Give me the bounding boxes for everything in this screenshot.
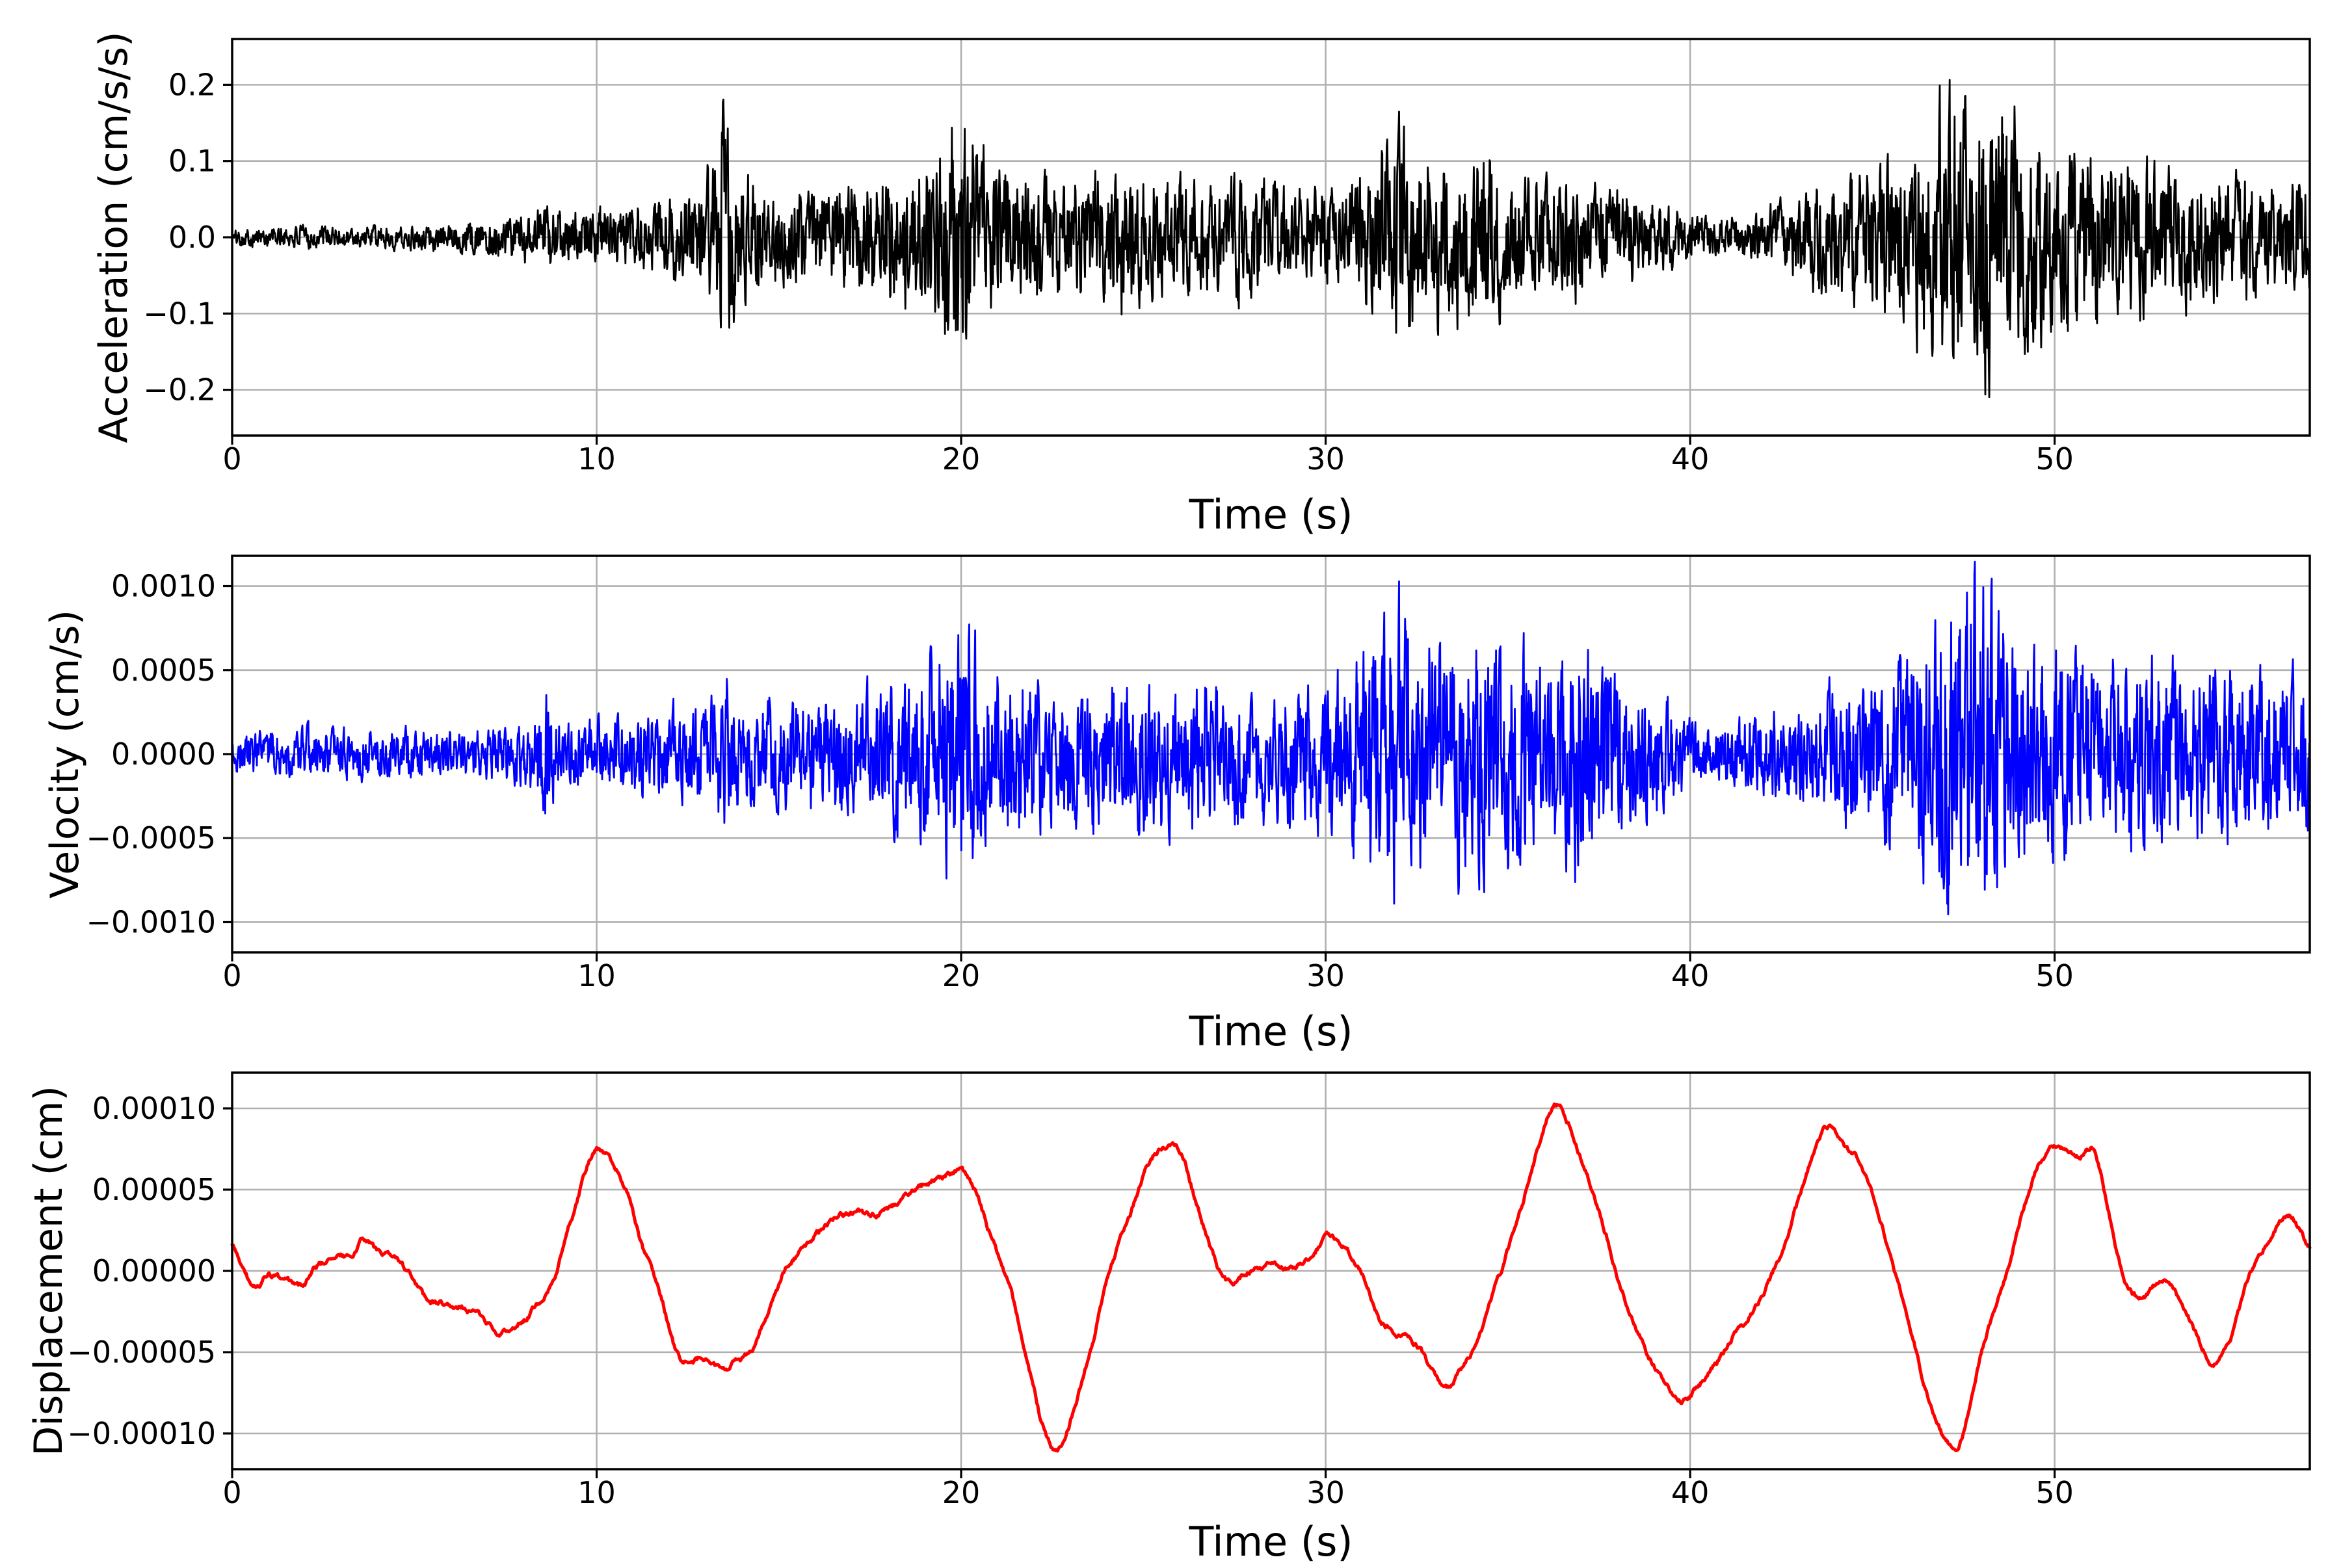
svg-text:−0.2: −0.2 [143, 372, 216, 408]
svg-text:0: 0 [222, 958, 241, 993]
svg-text:0.00000: 0.00000 [92, 1253, 216, 1288]
svg-text:10: 10 [577, 958, 616, 993]
velocity-chart: 0 10 20 30 40 50 0.0010 0.0005 0.0000 −0.0005 −0.0… [86, 555, 2311, 993]
svg-text:20: 20 [942, 958, 981, 993]
svg-text:40: 40 [1671, 441, 1710, 477]
svg-text:−0.1: −0.1 [143, 296, 216, 331]
svg-text:0.00010: 0.00010 [92, 1091, 216, 1126]
svg-text:0.0005: 0.0005 [111, 653, 216, 688]
svg-text:0.2: 0.2 [168, 67, 216, 102]
svg-text:30: 30 [1306, 441, 1345, 477]
svg-text:10: 10 [577, 441, 616, 477]
panel-acceleration: 0 10 20 30 40 50 0.2 0.1 0.0 −0.1 −0.2 Acceleratio… [0, 0, 2341, 549]
svg-text:0.00005: 0.00005 [92, 1172, 216, 1207]
svg-text:0.1: 0.1 [168, 144, 216, 179]
displacement-x-axis-label: Time (s) [1189, 1518, 1353, 1565]
svg-text:−0.0005: −0.0005 [86, 820, 217, 856]
acceleration-y-axis-label: Acceleration (cm/s/s) [91, 31, 137, 443]
panel-velocity: 0 10 20 30 40 50 0.0010 0.0005 0.0000 −0.0005 −0.0… [0, 549, 2341, 1066]
svg-text:20: 20 [942, 441, 981, 477]
svg-text:30: 30 [1306, 1475, 1345, 1510]
displacement-chart: 0 10 20 30 40 50 0.00010 0.00005 0.00000 −0.00005… [67, 1071, 2312, 1510]
svg-text:40: 40 [1671, 1475, 1710, 1510]
svg-text:0.0000: 0.0000 [111, 737, 216, 772]
svg-text:30: 30 [1306, 958, 1345, 993]
svg-text:0: 0 [222, 441, 241, 477]
velocity-x-axis-label: Time (s) [1189, 1008, 1353, 1055]
svg-text:40: 40 [1671, 958, 1710, 993]
svg-text:−0.00005: −0.00005 [67, 1335, 216, 1370]
svg-text:50: 50 [2035, 441, 2074, 477]
velocity-y-axis-label: Velocity (cm/s) [42, 609, 88, 899]
svg-text:−0.0010: −0.0010 [86, 904, 217, 939]
acceleration-x-axis-label: Time (s) [1189, 491, 1353, 538]
svg-text:−0.00010: −0.00010 [67, 1416, 216, 1451]
panel-displacement: 0 10 20 30 40 50 0.00010 0.00005 0.00000 −0.00005… [0, 1066, 2341, 1565]
svg-text:0.0: 0.0 [168, 220, 216, 255]
acceleration-chart: 0 10 20 30 40 50 0.2 0.1 0.0 −0.1 −0.2 [143, 38, 2311, 477]
svg-text:50: 50 [2035, 1475, 2074, 1510]
svg-text:10: 10 [577, 1475, 616, 1510]
displacement-y-axis-label: Displacement (cm) [26, 1086, 72, 1456]
svg-text:0: 0 [222, 1475, 241, 1510]
svg-text:0.0010: 0.0010 [111, 569, 216, 604]
svg-text:50: 50 [2035, 958, 2074, 993]
svg-text:20: 20 [942, 1475, 981, 1510]
